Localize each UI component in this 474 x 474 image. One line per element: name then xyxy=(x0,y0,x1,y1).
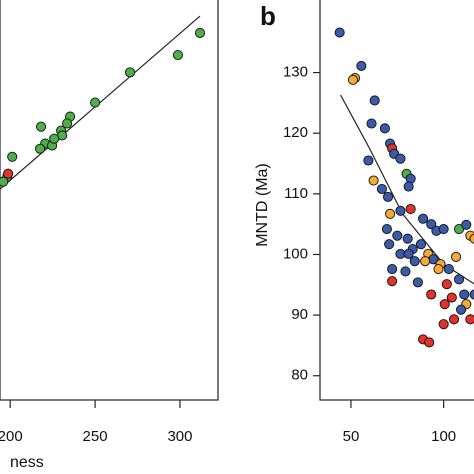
plot-frame xyxy=(319,0,474,401)
data-point xyxy=(465,314,474,325)
data-point xyxy=(366,118,377,129)
data-point xyxy=(36,121,47,132)
data-point xyxy=(446,292,457,303)
data-point xyxy=(448,314,460,325)
data-point xyxy=(49,133,60,144)
data-point xyxy=(334,27,345,38)
data-point xyxy=(172,50,183,61)
y-axis-label: MNTD (Ma) xyxy=(254,163,271,247)
data-point xyxy=(405,203,416,215)
data-point xyxy=(418,213,429,224)
data-point xyxy=(194,27,206,39)
data-point xyxy=(403,181,414,192)
data-point xyxy=(443,263,454,275)
data-point xyxy=(387,263,398,275)
x-tick-label: 50 xyxy=(343,428,360,445)
data-point xyxy=(382,191,394,202)
plot-area xyxy=(0,15,206,190)
data-point xyxy=(0,176,9,187)
data-point xyxy=(453,274,465,285)
data-point xyxy=(387,276,398,287)
data-point xyxy=(420,256,431,267)
data-point xyxy=(369,95,380,106)
data-point xyxy=(395,205,406,216)
data-point xyxy=(409,256,420,267)
data-point xyxy=(90,97,101,108)
x-axis-label: ness xyxy=(10,454,44,471)
data-point xyxy=(415,239,427,250)
data-point xyxy=(426,219,437,230)
y-tick-label: 100 xyxy=(283,245,308,262)
data-point xyxy=(363,155,374,166)
data-point xyxy=(381,223,392,235)
plot-area xyxy=(334,27,474,348)
data-point xyxy=(469,289,474,300)
data-point xyxy=(125,67,136,78)
data-point xyxy=(356,60,367,71)
data-point xyxy=(438,319,449,330)
data-point xyxy=(439,299,450,310)
data-point xyxy=(379,123,390,134)
data-point xyxy=(384,239,395,250)
data-point xyxy=(426,289,437,300)
data-point xyxy=(368,175,379,186)
x-tick-label: 200 xyxy=(0,428,23,445)
panel-label: b xyxy=(260,1,276,31)
data-point xyxy=(347,74,359,85)
data-point xyxy=(392,230,403,241)
y-tick-label: 120 xyxy=(283,124,308,141)
data-point xyxy=(3,168,14,179)
y-tick-label: 110 xyxy=(284,185,308,202)
data-point xyxy=(400,266,411,277)
x-tick-label: 250 xyxy=(83,428,108,445)
data-point xyxy=(469,233,474,244)
data-point xyxy=(403,248,414,259)
data-point xyxy=(461,219,472,230)
data-point xyxy=(62,118,73,129)
data-point xyxy=(7,151,18,162)
data-point xyxy=(459,289,470,300)
data-point xyxy=(376,183,387,195)
y-tick-label: 90 xyxy=(291,306,308,323)
y-tick-label: 80 xyxy=(291,367,308,384)
data-point xyxy=(402,233,413,244)
data-point xyxy=(456,304,467,315)
data-point xyxy=(395,153,406,164)
data-point xyxy=(433,263,444,275)
data-point xyxy=(35,143,46,154)
x-tick-label: 300 xyxy=(167,428,192,445)
data-point xyxy=(385,208,396,219)
data-point xyxy=(441,279,452,290)
y-tick-label: 130 xyxy=(283,64,308,81)
plot-frame xyxy=(0,0,219,401)
x-tick-label: 100 xyxy=(431,428,456,445)
data-point xyxy=(412,277,423,288)
data-point xyxy=(451,251,462,262)
data-point xyxy=(438,223,449,235)
data-point xyxy=(424,337,435,348)
